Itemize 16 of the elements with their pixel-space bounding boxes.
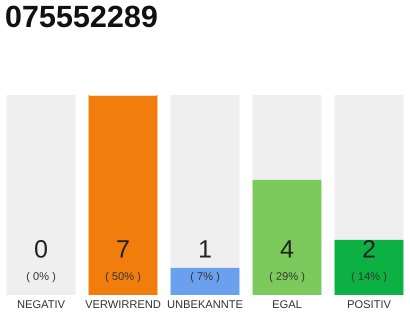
data-label: ( 14% ) — [352, 272, 386, 282]
data-label: ( 7% ) — [190, 272, 220, 282]
x-tick-label: VERWIRREND — [85, 300, 160, 308]
annotation: 4 — [280, 240, 294, 258]
x-tick-label: POSITIV — [348, 300, 391, 308]
data-label: ( 29% ) — [270, 272, 304, 282]
annotation: 2 — [363, 240, 375, 258]
chart-title: 075552289 — [6, 6, 157, 28]
annotation: 0 — [35, 240, 47, 258]
x-tick-label: UNBEKANNTE — [168, 300, 242, 308]
x-tick-label: NEGATIV — [18, 300, 65, 308]
annotation: 7 — [117, 240, 129, 258]
annotation: 1 — [200, 240, 211, 258]
data-label: ( 50% ) — [106, 272, 140, 282]
x-tick-label: EGAL — [273, 300, 302, 308]
data-label: ( 0% ) — [26, 272, 56, 282]
